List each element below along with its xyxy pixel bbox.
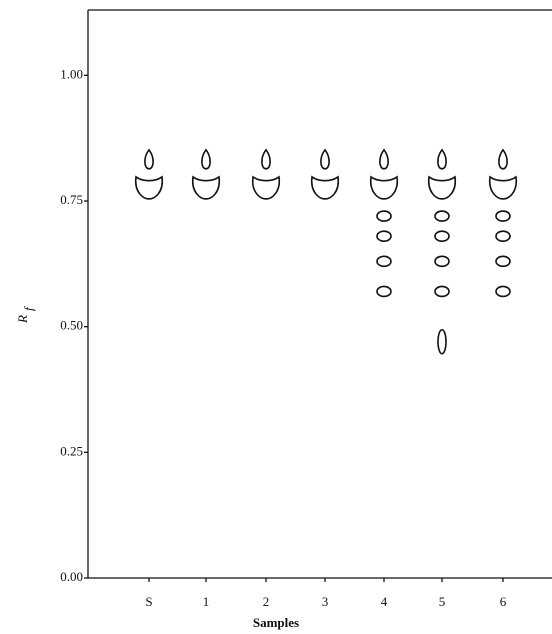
spot bbox=[438, 150, 446, 169]
spot bbox=[496, 256, 510, 266]
spot bbox=[499, 150, 507, 169]
y-axis-label: R f bbox=[15, 305, 36, 324]
spot bbox=[136, 177, 163, 199]
spot bbox=[496, 231, 510, 241]
spot bbox=[496, 286, 510, 296]
y-tick-label: 0.75 bbox=[60, 192, 83, 207]
spot bbox=[253, 177, 280, 199]
y-label-subscript: f bbox=[21, 305, 36, 311]
chart: Samples R f 0.00 0.25 0.50 0.75 1.00 S 1 2 3 4 5 6 bbox=[0, 0, 552, 634]
x-tick-label: 5 bbox=[439, 594, 446, 609]
y-tick-label: 0.50 bbox=[60, 318, 83, 333]
x-tick-label: 3 bbox=[322, 594, 329, 609]
spot bbox=[496, 211, 510, 221]
axis-frame bbox=[88, 10, 552, 578]
spot bbox=[145, 150, 153, 169]
x-axis-label: Samples bbox=[253, 615, 299, 630]
x-tick-label: 6 bbox=[500, 594, 507, 609]
spot bbox=[377, 231, 391, 241]
spot bbox=[321, 150, 329, 169]
y-tick-label: 0.00 bbox=[60, 569, 83, 584]
x-tick-label: 4 bbox=[381, 594, 388, 609]
spot bbox=[377, 286, 391, 296]
spot bbox=[429, 177, 456, 199]
y-tick-label: 0.25 bbox=[60, 443, 83, 458]
spot bbox=[438, 330, 446, 354]
x-tick-label: S bbox=[145, 594, 152, 609]
y-label-symbol: R bbox=[15, 315, 30, 324]
spot bbox=[262, 150, 270, 169]
spot bbox=[435, 286, 449, 296]
x-tick-label: 2 bbox=[263, 594, 270, 609]
y-tick-label: 1.00 bbox=[60, 66, 83, 81]
spot bbox=[435, 211, 449, 221]
spot bbox=[435, 231, 449, 241]
x-tick-label: 1 bbox=[203, 594, 210, 609]
spot bbox=[377, 211, 391, 221]
spot bbox=[193, 177, 220, 199]
spot bbox=[380, 150, 388, 169]
spot bbox=[312, 177, 339, 199]
spot bbox=[435, 256, 449, 266]
spot bbox=[202, 150, 210, 169]
spot bbox=[377, 256, 391, 266]
spot bbox=[371, 177, 398, 199]
spot bbox=[490, 177, 517, 199]
